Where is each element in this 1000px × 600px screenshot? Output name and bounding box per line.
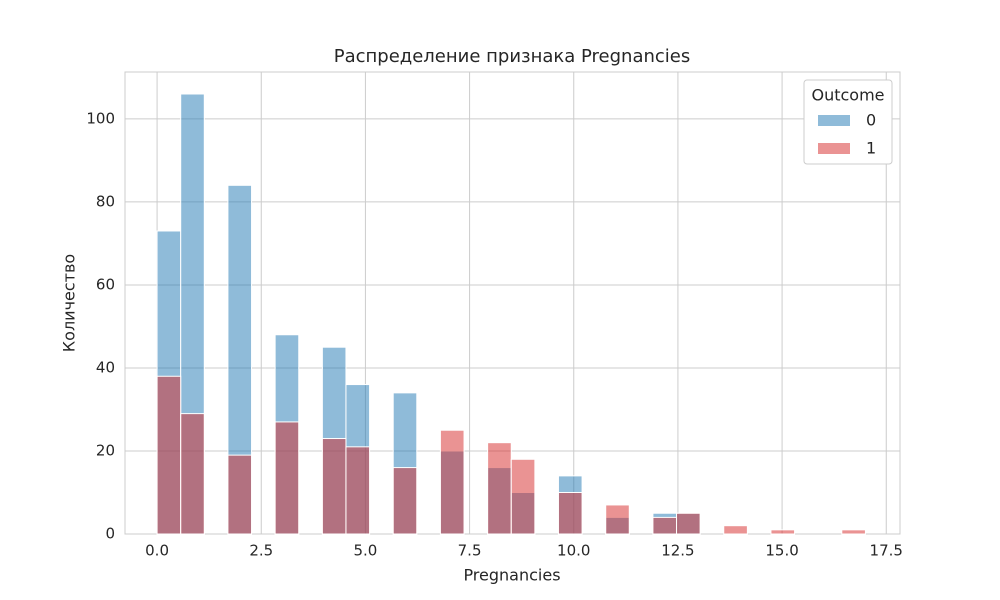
y-tick-label: 40 bbox=[96, 358, 115, 376]
bar bbox=[180, 413, 205, 535]
bar bbox=[841, 529, 866, 535]
legend-swatch bbox=[818, 143, 850, 154]
chart-title: Распределение признака Pregnancies bbox=[334, 46, 691, 67]
bar bbox=[487, 442, 512, 535]
bar bbox=[392, 467, 418, 535]
x-tick-label: 2.5 bbox=[249, 542, 273, 560]
bar bbox=[274, 421, 300, 535]
x-tick-label: 0.0 bbox=[145, 542, 169, 560]
y-tick-label: 60 bbox=[96, 275, 115, 293]
x-tick-label: 15.0 bbox=[765, 542, 798, 560]
bar bbox=[676, 512, 701, 535]
x-axis-label: Pregnancies bbox=[463, 566, 560, 585]
x-tick-label: 17.5 bbox=[870, 542, 903, 560]
y-tick-label: 20 bbox=[96, 441, 115, 459]
y-axis-label: Количество bbox=[60, 254, 79, 352]
legend-title: Outcome bbox=[811, 86, 884, 105]
x-tick-label: 5.0 bbox=[353, 542, 377, 560]
legend-swatch bbox=[818, 115, 850, 126]
bar bbox=[227, 454, 253, 535]
bar bbox=[156, 375, 182, 535]
bar bbox=[439, 429, 465, 535]
y-tick-label: 80 bbox=[96, 192, 115, 210]
bar bbox=[321, 438, 347, 535]
y-tick-label: 100 bbox=[86, 109, 115, 127]
y-tick-label: 0 bbox=[105, 525, 115, 543]
bar bbox=[345, 446, 371, 535]
legend: Outcome 0 1 bbox=[803, 79, 893, 165]
bar bbox=[557, 491, 583, 535]
x-tick-label: 7.5 bbox=[458, 542, 482, 560]
bar bbox=[652, 516, 678, 535]
bar bbox=[770, 529, 796, 535]
plot-area bbox=[124, 71, 901, 535]
legend-label: 0 bbox=[866, 111, 876, 130]
x-tick-label: 12.5 bbox=[661, 542, 694, 560]
bar bbox=[723, 525, 748, 535]
bar bbox=[605, 504, 630, 535]
bar bbox=[510, 458, 536, 535]
legend-label: 1 bbox=[866, 139, 876, 158]
x-tick-label: 10.0 bbox=[557, 542, 590, 560]
